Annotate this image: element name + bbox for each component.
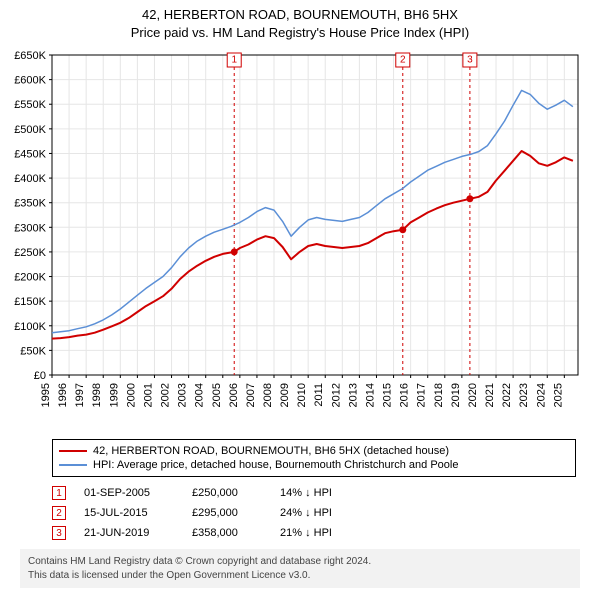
svg-text:£250K: £250K (14, 247, 46, 259)
legend-item-hpi: HPI: Average price, detached house, Bour… (59, 458, 569, 472)
legend: 42, HERBERTON ROAD, BOURNEMOUTH, BH6 5HX… (52, 439, 576, 477)
svg-text:2: 2 (400, 55, 406, 66)
legend-swatch (59, 464, 87, 466)
footer: Contains HM Land Registry data © Crown c… (20, 549, 580, 588)
svg-text:£550K: £550K (14, 99, 46, 111)
title-block: 42, HERBERTON ROAD, BOURNEMOUTH, BH6 5HX… (0, 0, 600, 45)
chart-container: 42, HERBERTON ROAD, BOURNEMOUTH, BH6 5HX… (0, 0, 600, 588)
sale-date: 21-JUN-2019 (84, 527, 174, 539)
svg-text:2025: 2025 (552, 383, 564, 407)
svg-text:1996: 1996 (57, 383, 69, 407)
sale-delta: 24% ↓ HPI (280, 507, 370, 519)
svg-text:1995: 1995 (40, 383, 52, 407)
svg-text:2014: 2014 (364, 383, 376, 407)
svg-text:£650K: £650K (14, 50, 46, 62)
svg-text:2015: 2015 (382, 383, 394, 407)
svg-text:2022: 2022 (501, 383, 513, 407)
svg-text:2019: 2019 (450, 383, 462, 407)
svg-text:1999: 1999 (108, 383, 120, 407)
svg-text:£100K: £100K (14, 321, 46, 333)
chart: £0 £50K £100K £150K £200K £250K £300K £350K £400… (0, 45, 600, 435)
svg-text:2003: 2003 (177, 383, 189, 407)
svg-text:2023: 2023 (518, 383, 530, 407)
svg-text:2020: 2020 (467, 383, 479, 407)
sales-row: 3 21-JUN-2019 £358,000 21% ↓ HPI (52, 523, 576, 543)
svg-text:2004: 2004 (194, 383, 206, 407)
sale-marker-icon: 1 (52, 486, 66, 500)
legend-item-price-paid: 42, HERBERTON ROAD, BOURNEMOUTH, BH6 5HX… (59, 444, 569, 458)
legend-swatch (59, 450, 87, 452)
svg-text:2006: 2006 (228, 383, 240, 407)
title-subtitle: Price paid vs. HM Land Registry's House … (0, 24, 600, 42)
svg-text:£200K: £200K (14, 272, 46, 284)
svg-text:2010: 2010 (296, 383, 308, 407)
svg-text:2021: 2021 (484, 383, 496, 407)
legend-label: 42, HERBERTON ROAD, BOURNEMOUTH, BH6 5HX… (93, 445, 449, 457)
svg-text:3: 3 (467, 55, 473, 66)
svg-text:2001: 2001 (142, 383, 154, 407)
sales-row: 1 01-SEP-2005 £250,000 14% ↓ HPI (52, 483, 576, 503)
svg-text:2013: 2013 (347, 383, 359, 407)
sales-row: 2 15-JUL-2015 £295,000 24% ↓ HPI (52, 503, 576, 523)
sales-table: 1 01-SEP-2005 £250,000 14% ↓ HPI 2 15-JU… (52, 483, 576, 543)
svg-text:2005: 2005 (211, 383, 223, 407)
svg-text:£150K: £150K (14, 296, 46, 308)
svg-text:£600K: £600K (14, 75, 46, 87)
sale-date: 15-JUL-2015 (84, 507, 174, 519)
sale-marker-icon: 2 (52, 506, 66, 520)
footer-line: Contains HM Land Registry data © Crown c… (28, 555, 572, 569)
svg-text:£50K: £50K (20, 345, 46, 357)
svg-text:2011: 2011 (313, 383, 325, 407)
svg-text:2008: 2008 (262, 383, 274, 407)
svg-text:£0: £0 (34, 370, 46, 382)
sale-marker-icon: 3 (52, 526, 66, 540)
title-address: 42, HERBERTON ROAD, BOURNEMOUTH, BH6 5HX (0, 6, 600, 24)
svg-text:£300K: £300K (14, 222, 46, 234)
svg-text:1: 1 (231, 55, 237, 66)
sale-delta: 14% ↓ HPI (280, 487, 370, 499)
svg-text:2024: 2024 (535, 383, 547, 407)
svg-text:2002: 2002 (160, 383, 172, 407)
chart-svg: £0 £50K £100K £150K £200K £250K £300K £350K £400… (0, 45, 600, 435)
sale-price: £295,000 (192, 507, 262, 519)
sale-price: £250,000 (192, 487, 262, 499)
footer-line: This data is licensed under the Open Gov… (28, 569, 572, 583)
sale-price: £358,000 (192, 527, 262, 539)
svg-text:2016: 2016 (399, 383, 411, 407)
svg-text:1998: 1998 (91, 383, 103, 407)
svg-text:2000: 2000 (125, 383, 137, 407)
svg-text:£450K: £450K (14, 149, 46, 161)
legend-label: HPI: Average price, detached house, Bour… (93, 459, 458, 471)
svg-text:£500K: £500K (14, 124, 46, 136)
svg-text:1997: 1997 (74, 383, 86, 407)
sale-delta: 21% ↓ HPI (280, 527, 370, 539)
sale-date: 01-SEP-2005 (84, 487, 174, 499)
svg-text:£400K: £400K (14, 173, 46, 185)
svg-text:2009: 2009 (279, 383, 291, 407)
svg-text:2017: 2017 (416, 383, 428, 407)
svg-text:2012: 2012 (330, 383, 342, 407)
svg-text:£350K: £350K (14, 198, 46, 210)
svg-text:2018: 2018 (433, 383, 445, 407)
svg-text:2007: 2007 (245, 383, 257, 407)
